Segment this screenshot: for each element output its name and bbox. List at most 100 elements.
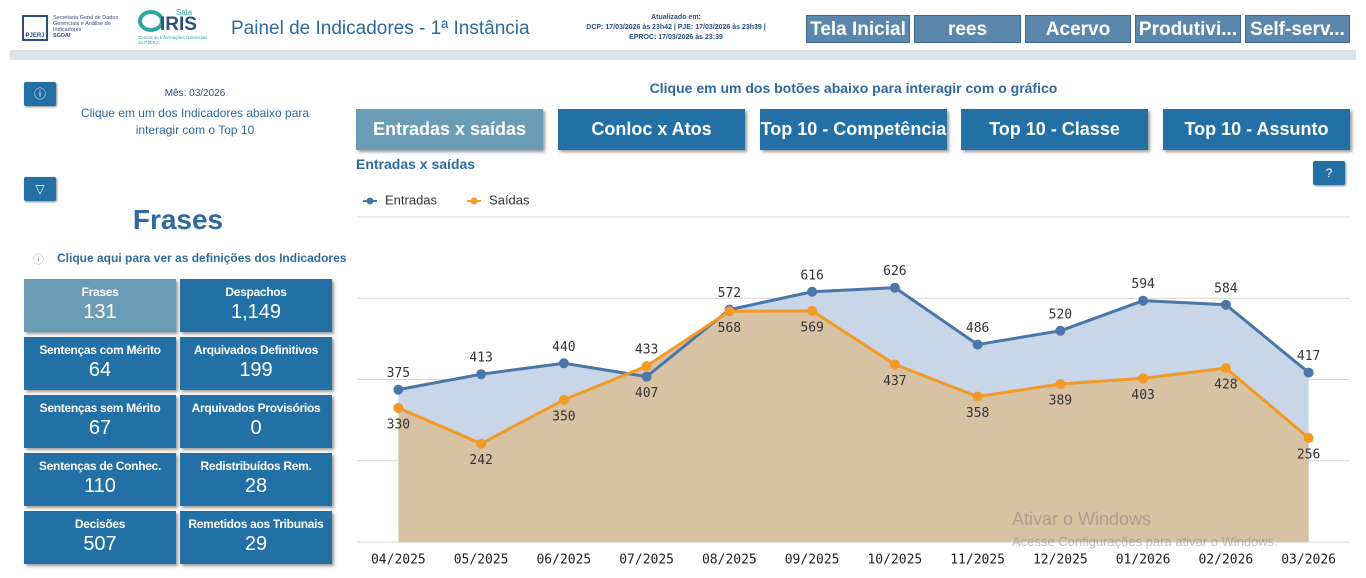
chart-title: Entradas x saídas — [356, 156, 476, 172]
tile-value: 1,149 — [230, 301, 282, 323]
indicator-tile[interactable]: Frases 131 — [24, 279, 176, 332]
tile-value: 507 — [83, 533, 117, 555]
point — [393, 402, 404, 413]
chart-button[interactable]: Conloc x Atos — [558, 109, 745, 150]
tile-label: Decisões — [74, 517, 126, 531]
x-tick-label: 05/2025 — [454, 553, 509, 568]
legend-label: Entradas — [385, 192, 438, 207]
legend-dot — [470, 197, 478, 205]
point — [1220, 363, 1231, 374]
data-label: 242 — [469, 453, 492, 468]
main-hint: Clique em um dos botões abaixo para inte… — [649, 80, 1058, 96]
point — [972, 391, 983, 402]
x-tick-label: 03/2026 — [1281, 553, 1336, 568]
data-label: 256 — [1297, 448, 1320, 463]
indicator-tile[interactable]: Sentenças sem Mérito 67 — [24, 395, 176, 448]
info-button[interactable]: ⓘ — [24, 82, 56, 106]
indicator-tile[interactable]: Redistribuídos Rem. 28 — [180, 453, 332, 506]
point — [1055, 378, 1066, 389]
data-label: 358 — [966, 406, 989, 421]
nav-button[interactable]: Acervo — [1025, 15, 1131, 43]
data-label: 626 — [883, 264, 906, 279]
indicator-tile[interactable]: Arquivados Provisórios 0 — [180, 395, 332, 448]
tile-value: 131 — [83, 301, 117, 323]
indicator-tile[interactable]: Sentenças de Conhec. 110 — [24, 453, 176, 506]
point — [558, 394, 569, 405]
definitions-link[interactable]: Clique aqui para ver as definições dos I… — [57, 251, 347, 265]
data-label: 375 — [387, 366, 410, 381]
line — [397, 309, 1310, 446]
logo-name: Secretaria Geral de Dados Gerenciais e A… — [53, 15, 119, 33]
help-button[interactable]: ? — [1313, 161, 1345, 185]
data-label: 594 — [1131, 277, 1155, 292]
indicator-tile[interactable]: Sentenças com Mérito 64 — [24, 337, 176, 390]
indicator-tile[interactable]: Despachos 1,149 — [180, 279, 332, 332]
point — [1220, 299, 1231, 310]
logo2: IRIS — [160, 14, 197, 35]
tile-label: Sentenças sem Mérito — [39, 401, 161, 415]
x-tick-label: 08/2025 — [702, 553, 757, 568]
point — [807, 305, 818, 316]
update-line: DCP: 17/03/2026 às 23h42 | PJE: 17/03/20… — [586, 24, 766, 31]
tile-label: Arquivados Provisórios — [191, 401, 321, 415]
logo2-small: Sala — [176, 8, 193, 17]
chart-button[interactable]: Top 10 - Classe — [961, 109, 1148, 150]
legend-label: Saídas — [489, 192, 530, 207]
data-label: 440 — [552, 340, 575, 355]
nav-button[interactable]: Produtivi... — [1135, 15, 1241, 43]
data-label: 437 — [883, 374, 906, 389]
tile-value: 110 — [84, 475, 116, 497]
data-label: 584 — [1214, 281, 1238, 296]
update-info: Atualizado em: DCP: 17/03/2026 às 23h42 … — [570, 13, 782, 43]
data-label: 433 — [635, 343, 658, 358]
data-label: 616 — [800, 268, 823, 283]
data-label: 520 — [1049, 307, 1072, 322]
filter-button[interactable]: ▽ — [24, 177, 56, 201]
tile-label: Frases — [81, 285, 119, 299]
month: Mês: 03/2026 — [164, 88, 226, 99]
point — [1303, 367, 1314, 378]
line — [398, 286, 1310, 392]
indicator-tile[interactable]: Remetidos aos Tribunais 29 — [180, 511, 332, 564]
point — [1138, 295, 1149, 306]
x-tick-label: 10/2025 — [867, 553, 922, 568]
data-label: 486 — [966, 321, 989, 336]
nav-button[interactable]: rees — [914, 15, 1021, 43]
x-tick-label: 09/2025 — [785, 553, 840, 568]
tile-label: Arquivados Definitivos — [193, 343, 319, 357]
x-tick-label: 01/2026 — [1116, 553, 1171, 568]
watermark-text: Acesse Configurações para ativar o Windo… — [1012, 534, 1278, 549]
point — [558, 358, 569, 369]
data-label: 428 — [1214, 378, 1237, 393]
nav-button[interactable]: Tela Inicial — [806, 15, 910, 43]
data-label: 350 — [552, 409, 575, 424]
point — [1303, 433, 1314, 443]
info-icon: ⓘ — [33, 254, 44, 266]
data-label: 407 — [635, 386, 658, 401]
logo-mark: PJERJ — [22, 15, 48, 41]
tile-label: Remetidos aos Tribunais — [188, 517, 324, 531]
x-tick-label: 04/2025 — [371, 553, 426, 568]
data-label: 569 — [800, 320, 823, 335]
logo-abbr: SGDAI — [53, 33, 71, 39]
indicator-tile[interactable]: Arquivados Definitivos 199 — [180, 337, 332, 390]
chart-button[interactable]: Top 10 - Assunto — [1163, 109, 1350, 150]
tile-value: 64 — [88, 359, 112, 381]
data-label: 389 — [1049, 393, 1072, 408]
point — [641, 361, 652, 372]
data-label: 403 — [1131, 388, 1154, 403]
point — [889, 282, 900, 293]
chart-button[interactable]: Top 10 - Competência — [760, 109, 947, 150]
chart-button[interactable]: Entradas x saídas — [356, 109, 543, 150]
nav-button[interactable]: Self-serv... — [1245, 15, 1350, 43]
data-label: 572 — [718, 286, 741, 301]
sidebar-hint: Clique em um dos Indicadores abaixo para… — [80, 106, 310, 137]
point — [724, 306, 735, 317]
data-label: 417 — [1297, 349, 1320, 364]
header-bar — [10, 50, 1356, 60]
logo-ring — [138, 10, 164, 32]
indicator-tile[interactable]: Decisões 507 — [24, 511, 176, 564]
tile-label: Redistribuídos Rem. — [200, 459, 312, 473]
point — [476, 369, 487, 380]
